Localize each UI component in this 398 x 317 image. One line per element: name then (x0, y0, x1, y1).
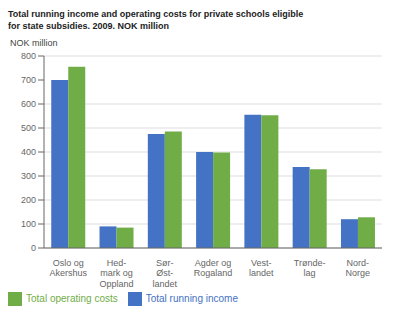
html-text:Total running income: Total running income (145, 292, 238, 304)
svg-text:Agder ogRogaland: Agder ogRogaland (194, 258, 233, 278)
svg-text:200: 200 (21, 195, 36, 205)
svg-text:Nord-Norge: Nord-Norge (346, 258, 371, 278)
svg-text:0: 0 (31, 243, 36, 253)
svg-text:Oslo ogAkershus: Oslo ogAkershus (49, 258, 87, 278)
svg-text:800: 800 (21, 51, 36, 61)
html-text:Total running income and opera: Total running income and operating costs… (8, 9, 304, 19)
svg-text:Hed-mark ogOppland: Hed-mark ogOppland (99, 258, 133, 289)
svg-text:700: 700 (21, 75, 36, 85)
svg-text:600: 600 (21, 99, 36, 109)
svg-text:400: 400 (21, 147, 36, 157)
svg-text:100: 100 (21, 219, 36, 229)
svg-text:Vest-landet: Vest-landet (249, 258, 274, 278)
html-text:for state subsidies. 2009. NOK: for state subsidies. 2009. NOK million (8, 21, 169, 31)
svg-text:500: 500 (21, 123, 36, 133)
html-text:NOK million: NOK million (10, 38, 58, 48)
svg-text:Sør-Øst-landet: Sør-Øst-landet (152, 258, 177, 289)
html-text:Total operating costs: Total operating costs (26, 292, 118, 304)
svg-text:300: 300 (21, 171, 36, 181)
svg-text:Trønde-lag: Trønde-lag (294, 258, 326, 278)
